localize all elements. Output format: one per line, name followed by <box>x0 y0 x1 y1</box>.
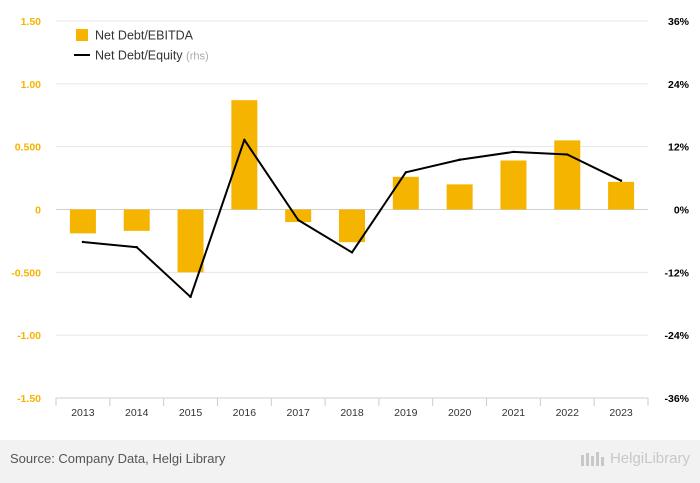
bar <box>285 209 312 223</box>
line-point <box>619 179 623 182</box>
x-tick-label: 2014 <box>125 407 149 419</box>
line-point <box>189 295 192 299</box>
legend-rhs-suffix: (rhs) <box>186 51 209 63</box>
left-tick-label: -0.500 <box>11 267 41 279</box>
right-tick-label: 24% <box>668 79 690 91</box>
bar <box>608 181 635 210</box>
brand-logo: HelgiLibrary <box>580 450 690 467</box>
x-tick-label: 2013 <box>71 407 95 419</box>
left-tick-label: 1.00 <box>21 79 42 91</box>
x-tick-label: 2017 <box>287 407 311 419</box>
line-point <box>296 218 300 222</box>
legend-label-bar: Net Debt/EBITDA <box>95 29 194 43</box>
bar <box>554 140 581 210</box>
x-tick-label: 2021 <box>502 407 526 419</box>
x-tick-label: 2018 <box>340 407 364 419</box>
left-tick-label: -1.00 <box>17 330 41 342</box>
right-tick-label: -12% <box>664 267 689 279</box>
right-axis: 36% 24% 12% 0% -12% -24% -36% <box>664 16 689 405</box>
bar <box>123 209 150 231</box>
legend: Net Debt/EBITDA Net Debt/Equity (rhs) <box>74 29 209 63</box>
bar <box>231 100 258 210</box>
right-tick-label: 0% <box>674 205 690 217</box>
brand-text: HelgiLibrary <box>609 450 690 467</box>
library-icon <box>580 451 604 466</box>
bar <box>392 176 419 210</box>
legend-swatch-bar <box>76 29 88 41</box>
footer: Source: Company Data, Helgi Library Helg… <box>0 440 700 483</box>
source-text: Source: Company Data, Helgi Library <box>10 451 226 466</box>
right-tick-label: 36% <box>668 16 690 28</box>
line-point <box>512 150 515 154</box>
bar <box>500 160 527 210</box>
x-tick-label: 2015 <box>179 407 203 419</box>
bar <box>177 209 204 273</box>
line-point <box>404 171 408 174</box>
bar-series <box>69 100 635 273</box>
right-tick-label: -36% <box>664 393 689 405</box>
left-tick-label: 1.50 <box>21 16 42 28</box>
right-tick-label: -24% <box>664 330 689 342</box>
x-tick-label: 2022 <box>556 407 580 419</box>
x-tick-label: 2020 <box>448 407 472 419</box>
x-tick-label: 2019 <box>394 407 418 419</box>
right-tick-label: 12% <box>668 142 690 154</box>
left-tick-label: 0.500 <box>15 142 41 154</box>
x-tick-label: 2023 <box>609 407 633 419</box>
left-axis: 1.50 1.00 0.500 0 -0.500 -1.00 -1.50 <box>11 16 41 405</box>
line-point <box>566 153 569 156</box>
legend-line-name: Net Debt/Equity <box>95 49 183 63</box>
bar <box>339 209 365 243</box>
bar <box>446 184 473 210</box>
left-tick-label: -1.50 <box>17 393 41 405</box>
left-tick-label: 0 <box>35 205 41 217</box>
line-point <box>81 240 85 244</box>
line-point <box>243 138 246 142</box>
bar <box>69 209 96 234</box>
x-tick-label: 2016 <box>233 407 257 419</box>
line-point <box>350 251 354 254</box>
combo-chart: 2013 2014 2015 2016 2017 2018 2019 2020 2021 2022… <box>11 16 689 419</box>
legend-label-line: Net Debt/Equity (rhs) <box>95 49 209 63</box>
line-point <box>135 246 138 249</box>
line-point <box>458 158 461 161</box>
line-series <box>81 138 623 299</box>
x-axis: 2013 2014 2015 2016 2017 2018 2019 2020 2021 2022… <box>55 397 649 419</box>
